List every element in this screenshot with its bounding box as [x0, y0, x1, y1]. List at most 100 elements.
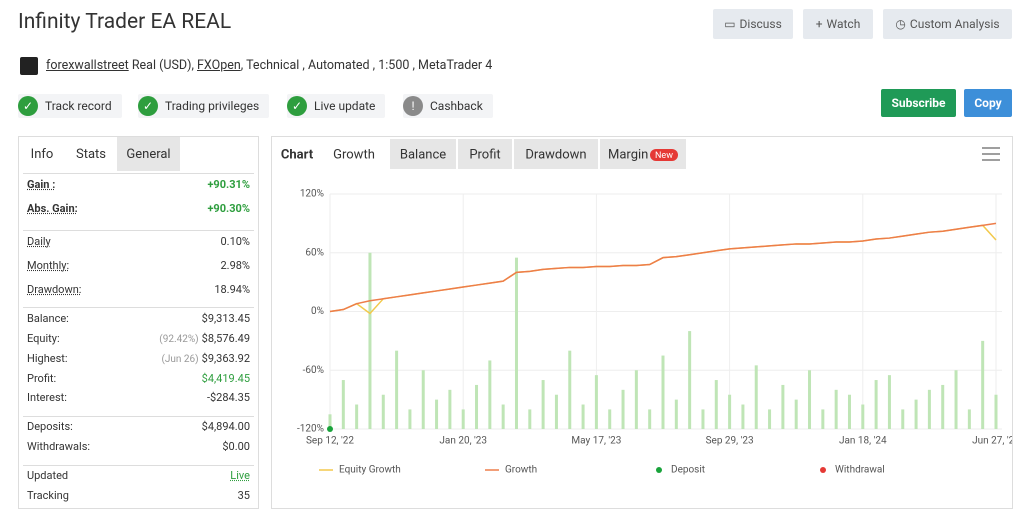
- bar: [781, 384, 785, 429]
- bar: [408, 409, 412, 429]
- stat-value: (Jun 26) $9,363.92: [161, 352, 250, 365]
- stat-label: Balance:: [27, 311, 69, 325]
- stats-tab[interactable]: Stats: [75, 146, 106, 162]
- stat-value: +90.30%: [207, 202, 250, 215]
- stat-label: Monthly:: [27, 258, 70, 272]
- chart-tab-bg[interactable]: [514, 139, 598, 169]
- bar: [448, 389, 452, 429]
- bar: [754, 365, 758, 429]
- bar: [461, 409, 465, 429]
- stat-value: 0.10%: [220, 235, 250, 248]
- y-tick-label: 0%: [311, 306, 324, 317]
- bar: [954, 370, 958, 429]
- legend-swatch: [656, 467, 662, 473]
- chart-tab-bg[interactable]: [390, 139, 456, 169]
- header-button[interactable]: ◷ Custom Analysis: [883, 9, 1012, 39]
- chart-tab[interactable]: Margin: [608, 147, 648, 162]
- stat-row: Tracking 35: [27, 486, 250, 504]
- bar: [648, 409, 652, 429]
- button-label: Watch: [826, 17, 861, 31]
- chart-tab[interactable]: Drawdown: [525, 147, 586, 162]
- bar: [821, 409, 825, 429]
- stat-row: Updated Live: [27, 466, 250, 484]
- header-button[interactable]: + Watch: [803, 9, 873, 39]
- button-label: Custom Analysis: [909, 17, 1000, 31]
- bar: [514, 257, 518, 429]
- owner-link[interactable]: forexwallstreet: [46, 58, 129, 73]
- stat-label: Profit:: [27, 371, 57, 385]
- stat-number: 18.94%: [214, 282, 250, 296]
- separator: [23, 416, 254, 417]
- stat-note: (92.42%): [159, 333, 199, 345]
- subscribe-button[interactable]: Subscribe: [881, 89, 956, 117]
- badge: ! Cashback: [403, 94, 493, 118]
- bar: [927, 389, 931, 429]
- bar: [568, 350, 572, 429]
- bar: [847, 394, 851, 429]
- separator: [23, 173, 254, 174]
- legend-label[interactable]: Withdrawal: [835, 465, 885, 476]
- stat-value: Live: [230, 469, 250, 482]
- chart-tab[interactable]: Balance: [400, 147, 446, 162]
- account-line: forexwallstreet Real (USD), FXOpen, Tech…: [46, 58, 492, 73]
- x-tick-label: May 17, '23: [571, 436, 621, 447]
- stats-tab[interactable]: Info: [30, 146, 54, 162]
- new-badge-bg: [650, 149, 678, 161]
- chart-tab-bg[interactable]: [458, 139, 512, 169]
- bar: [328, 414, 332, 429]
- bar: [901, 409, 905, 429]
- legend-label[interactable]: Deposit: [671, 465, 705, 476]
- chart-tab[interactable]: Growth: [333, 147, 375, 162]
- chart-tab[interactable]: Chart: [281, 147, 314, 162]
- header-button[interactable]: ▭ Discuss: [713, 9, 793, 39]
- chart-tab-bg[interactable]: [273, 139, 321, 169]
- separator: [23, 307, 254, 308]
- legend-swatch: [820, 467, 826, 473]
- badge-label: Trading privileges: [165, 99, 260, 113]
- badge-label: Cashback: [430, 99, 483, 113]
- stat-number: 35: [237, 488, 250, 502]
- bar: [608, 409, 612, 429]
- stat-label: Gain :: [27, 177, 56, 191]
- stats-tab[interactable]: General: [117, 137, 180, 171]
- badge-label: Track record: [45, 99, 112, 113]
- stat-value: $4,894.00: [202, 420, 250, 433]
- chart-tab-bg[interactable]: [324, 139, 384, 169]
- bar: [368, 252, 372, 429]
- legend-label[interactable]: Growth: [505, 465, 537, 476]
- stat-row: Gain : +90.31%: [27, 175, 250, 193]
- bar: [874, 380, 878, 429]
- bar: [967, 409, 971, 429]
- broker-link[interactable]: FXOpen: [197, 58, 241, 73]
- bar: [355, 404, 359, 429]
- stat-row: Withdrawals: $0.00: [27, 437, 250, 455]
- stat-label: Interest:: [27, 390, 67, 404]
- bar: [634, 370, 638, 429]
- chart: Chart Growth Balance Profit Drawdown Margin Ne…: [272, 137, 1020, 476]
- bar: [728, 394, 732, 429]
- stat-value: $4,419.45: [202, 372, 250, 385]
- stat-value: 35: [238, 489, 250, 502]
- legend-label[interactable]: Equity Growth: [339, 465, 401, 476]
- stat-number: $9,313.45: [201, 311, 250, 325]
- badge: ✓ Live update: [287, 94, 386, 118]
- button-icon: ◷: [895, 17, 906, 31]
- stat-label: Deposits:: [27, 419, 73, 433]
- title: Infinity Trader EA REAL: [18, 10, 232, 34]
- chart-tab[interactable]: Profit: [469, 147, 500, 162]
- bar: [594, 375, 598, 429]
- stat-row: Equity: (92.42%) $8,576.49: [27, 329, 250, 347]
- bar: [381, 394, 385, 429]
- avatar: [20, 57, 38, 75]
- stat-value: -$284.35: [207, 391, 250, 404]
- stat-number: +90.30%: [207, 201, 250, 215]
- x-tick-label: Sep 12, '22: [306, 436, 354, 447]
- bar: [808, 370, 812, 429]
- stat-number: Live: [230, 468, 250, 482]
- copy-button[interactable]: Copy: [964, 89, 1012, 117]
- stat-label: Equity:: [27, 331, 60, 345]
- new-badge: New: [655, 151, 673, 161]
- stat-number: 0.10%: [220, 234, 250, 248]
- stat-row: Balance: $9,313.45: [27, 309, 250, 327]
